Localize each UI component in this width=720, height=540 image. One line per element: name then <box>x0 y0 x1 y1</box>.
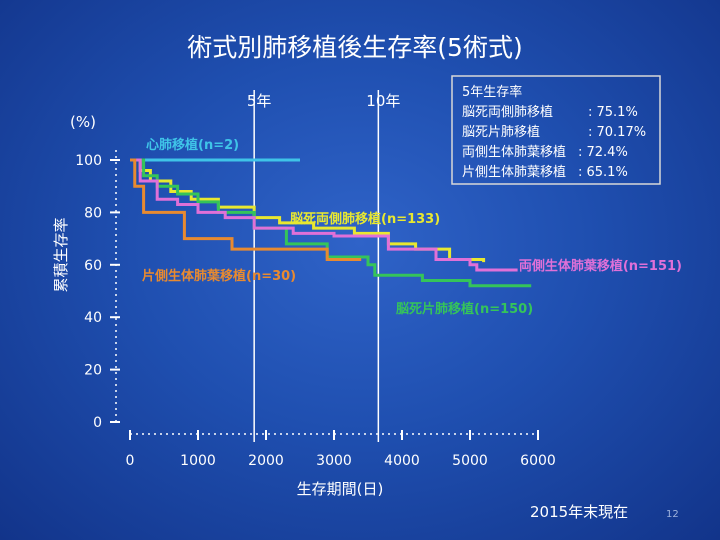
survival-info-value: : 65.1% <box>578 165 628 180</box>
x-tick-label: 1000 <box>180 453 216 469</box>
y-tick-label: 0 <box>93 415 102 431</box>
y-tick-label: 20 <box>84 363 102 379</box>
series-line <box>130 158 362 262</box>
survival-info-title: 5年生存率 <box>462 84 522 100</box>
y-unit-label: (%) <box>70 113 96 131</box>
series-label: 両側生体肺葉移植(n=151) <box>519 258 682 274</box>
x-tick-label: 2000 <box>248 453 284 469</box>
x-tick-label: 3000 <box>316 453 352 469</box>
series-label: 片側生体肺葉移植(n=30) <box>142 268 296 284</box>
series-label: 脳死片肺移植(n=150) <box>396 301 533 317</box>
y-tick-label: 40 <box>84 310 102 326</box>
year-marker-label: 10年 <box>366 92 400 110</box>
series-label: 脳死両側肺移植(n=133) <box>290 211 440 227</box>
x-axis-label: 生存期間(日) <box>297 480 384 498</box>
survival-info-label: 片側生体肺葉移植 <box>462 165 566 180</box>
year-marker-label: 5年 <box>247 92 272 110</box>
survival-info-label: 両側生体肺葉移植 <box>462 145 566 160</box>
series-label: 心肺移植(n=2) <box>146 137 239 153</box>
series-line <box>130 158 518 272</box>
survival-info-label: 脳死両側肺移植 <box>462 105 553 120</box>
x-tick-label: 4000 <box>384 453 420 469</box>
x-tick-label: 6000 <box>520 453 556 469</box>
y-tick-label: 80 <box>84 205 102 221</box>
survival-info-value: : 75.1% <box>588 105 638 120</box>
survival-info-box <box>451 75 661 185</box>
x-tick-label: 5000 <box>452 453 488 469</box>
y-axis-label: 累積生存率 <box>52 217 70 292</box>
chart-title: 術式別肺移植後生存率(5術式) <box>187 33 522 62</box>
survival-info-value: : 70.17% <box>588 125 646 140</box>
date-note: 2015年末現在 <box>530 503 628 521</box>
x-tick-label: 0 <box>126 453 135 469</box>
y-tick-label: 60 <box>84 258 102 274</box>
y-tick-label: 100 <box>75 153 102 169</box>
page-number: 12 <box>666 509 679 520</box>
survival-info-value: : 72.4% <box>578 145 628 160</box>
survival-info-label: 脳死片肺移植 <box>462 125 540 140</box>
